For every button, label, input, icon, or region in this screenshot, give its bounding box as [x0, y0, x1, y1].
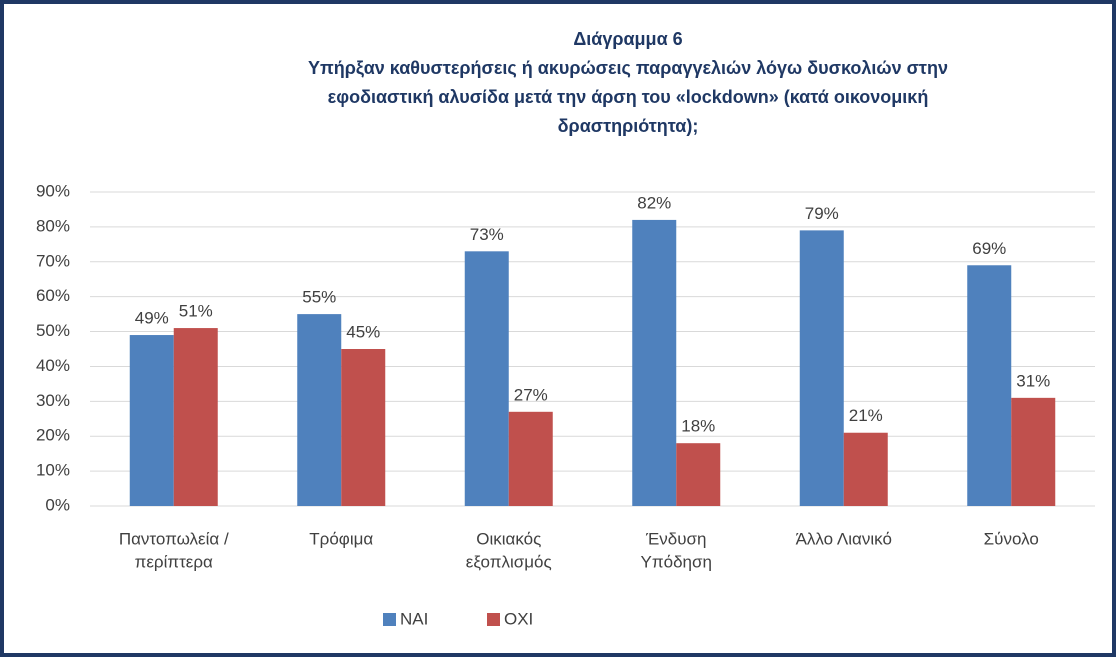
y-tick-label: 90% — [36, 181, 70, 200]
bar — [844, 433, 888, 506]
data-label: 82% — [637, 193, 671, 212]
legend-swatch — [487, 613, 500, 626]
x-tick-label: Άλλο Λιανικό — [796, 529, 892, 548]
bar — [341, 349, 385, 506]
x-tick-label: Υπόδηση — [641, 552, 712, 571]
data-label: 18% — [681, 417, 715, 436]
x-tick-label: Οικιακός — [476, 529, 541, 548]
y-tick-label: 10% — [36, 461, 70, 480]
bar — [632, 220, 676, 506]
bar — [465, 251, 509, 506]
x-tick-label: Παντοπωλεία / — [119, 529, 229, 548]
bar — [1011, 398, 1055, 506]
data-label: 45% — [346, 322, 380, 341]
bar — [509, 412, 553, 506]
chart-subtitle: εφοδιαστική αλυσίδα μετά την άρση του «l… — [328, 87, 929, 107]
data-label: 49% — [135, 309, 169, 328]
legend-label: ΟΧΙ — [504, 609, 533, 628]
y-tick-label: 0% — [45, 495, 70, 514]
y-tick-label: 20% — [36, 426, 70, 445]
y-tick-label: 40% — [36, 356, 70, 375]
chart-subtitle: δραστηριότητα); — [558, 116, 699, 136]
x-tick-label: περίπτερα — [135, 552, 213, 571]
x-tick-label: Τρόφιμα — [309, 529, 373, 548]
y-tick-label: 70% — [36, 251, 70, 270]
x-tick-label: Ένδυση — [645, 529, 707, 548]
x-tick-label: Σύνολο — [984, 529, 1039, 548]
legend-swatch — [383, 613, 396, 626]
bar — [800, 230, 844, 506]
chart-title: Διάγραμμα 6 — [573, 29, 682, 49]
bar — [967, 265, 1011, 506]
data-label: 51% — [179, 302, 213, 321]
data-label: 55% — [302, 288, 336, 307]
bar — [174, 328, 218, 506]
bar — [130, 335, 174, 506]
data-label: 21% — [849, 406, 883, 425]
data-label: 31% — [1016, 371, 1050, 390]
data-label: 69% — [972, 239, 1006, 258]
y-tick-label: 80% — [36, 216, 70, 235]
data-label: 73% — [470, 225, 504, 244]
x-tick-label: εξοπλισμός — [466, 552, 552, 571]
data-label: 27% — [514, 385, 548, 404]
y-tick-label: 50% — [36, 321, 70, 340]
y-tick-label: 30% — [36, 391, 70, 410]
data-label: 79% — [805, 204, 839, 223]
bar — [297, 314, 341, 506]
chart-subtitle: Υπήρξαν καθυστερήσεις ή ακυρώσεις παραγγ… — [308, 58, 948, 79]
chart: Διάγραμμα 6 Υπήρξαν καθυστερήσεις ή ακυρ… — [0, 0, 1116, 657]
bar — [676, 443, 720, 506]
legend-label: ΝΑΙ — [400, 609, 428, 628]
y-tick-label: 60% — [36, 286, 70, 305]
